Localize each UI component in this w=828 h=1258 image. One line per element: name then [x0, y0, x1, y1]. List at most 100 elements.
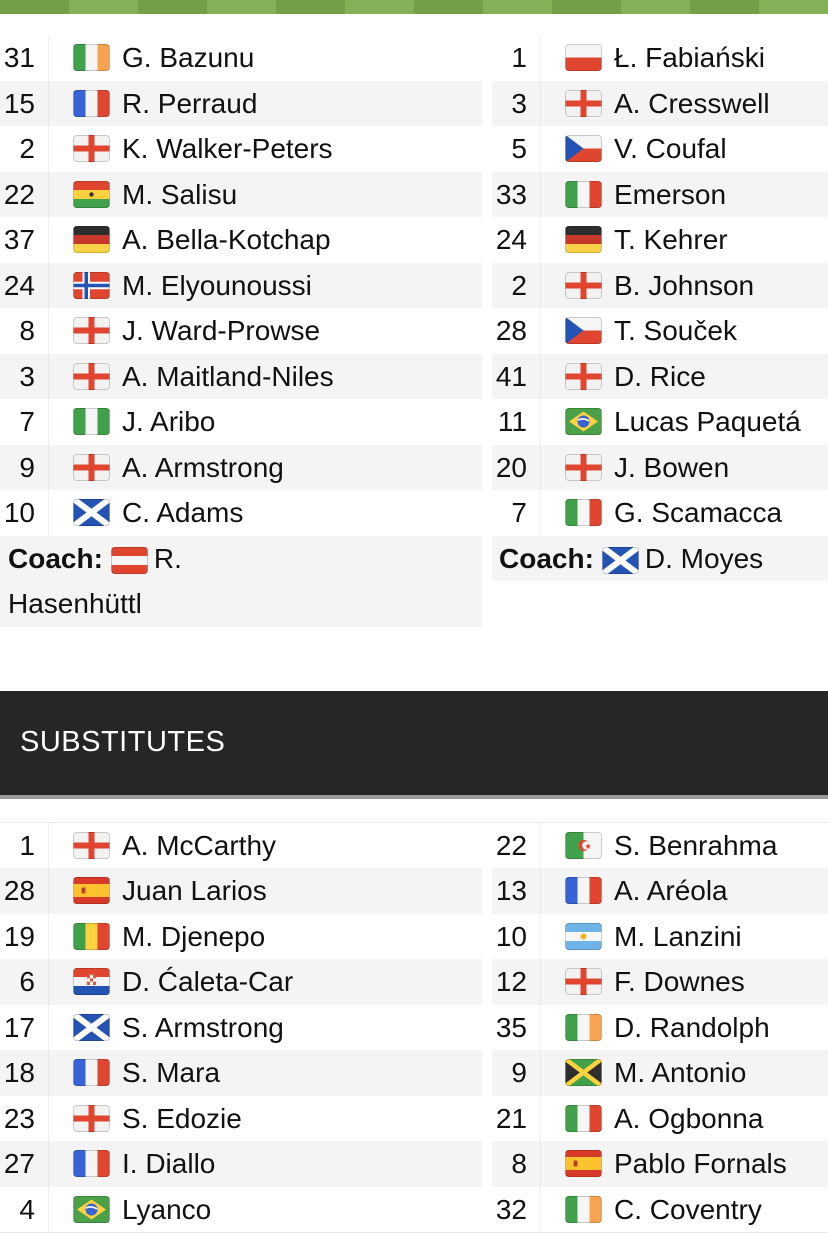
flag-austria-icon [111, 546, 148, 574]
player-row[interactable]: 33 Emerson [492, 171, 828, 217]
player-row[interactable]: 1 Ł. Fabiański [492, 35, 828, 81]
player-row[interactable]: 4 Lyanco [0, 1186, 482, 1232]
flag-germany-icon [73, 226, 110, 254]
coach-name: D. Moyes [644, 542, 764, 574]
shirt-number: 10 [0, 490, 49, 536]
player-row[interactable]: 9 M. Antonio [492, 1050, 828, 1096]
flag-brazil-icon [565, 408, 602, 436]
flag-england-icon [73, 362, 110, 390]
coach-row[interactable]: Coach: D. Moyes [492, 535, 828, 581]
player-row[interactable]: 2 K. Walker-Peters [0, 126, 482, 172]
player-name: S. Benrahma [614, 829, 778, 861]
starting-lineups-section: 31 G. Bazunu 15 R. Perraud 2 K. Walker-Peters… [0, 35, 828, 627]
home-subs-column: 1 A. McCarthy 28 Juan Larios 19 M. Djenepo 6 D.… [0, 822, 482, 1233]
player-row[interactable]: 31 G. Bazunu [0, 35, 482, 81]
player-row[interactable]: 11 Lucas Paquetá [492, 399, 828, 445]
player-row[interactable]: 18 S. Mara [0, 1050, 482, 1096]
player-name: I. Diallo [122, 1148, 216, 1179]
coach-label: Coach: [499, 542, 594, 574]
player-name: D. Ćaleta-Car [122, 966, 294, 997]
player-row[interactable]: 3 A. Cresswell [492, 80, 828, 126]
player-name: A. Maitland-Niles [122, 360, 334, 392]
player-row[interactable]: 41 D. Rice [492, 353, 828, 399]
player-row[interactable]: 19 M. Djenepo [0, 913, 482, 959]
coach-row[interactable]: Coach: R. Hasenhüttl [0, 535, 482, 627]
player-name: S. Edozie [122, 1102, 242, 1134]
shirt-number: 35 [492, 1004, 541, 1050]
player-row[interactable]: 32 C. Coventry [492, 1186, 828, 1232]
player-row[interactable]: 8 Pablo Fornals [492, 1141, 828, 1187]
shirt-number: 5 [492, 126, 541, 172]
flag-scotland-icon [73, 1013, 110, 1041]
player-row[interactable]: 12 F. Downes [492, 959, 828, 1005]
accent-bar-segment [276, 0, 345, 14]
player-name: M. Lanzini [614, 920, 742, 952]
flag-italy-icon [565, 499, 602, 527]
player-row[interactable]: 8 J. Ward-Prowse [0, 308, 482, 354]
player-row[interactable]: 27 I. Diallo [0, 1141, 482, 1187]
player-row[interactable]: 20 J. Bowen [492, 444, 828, 490]
flag-brazil-icon [73, 1195, 110, 1223]
shirt-number: 19 [0, 913, 49, 959]
player-row[interactable]: 7 J. Aribo [0, 399, 482, 445]
shirt-number: 17 [0, 1004, 49, 1050]
shirt-number: 2 [0, 126, 49, 172]
flag-nigeria-icon [73, 408, 110, 436]
player-row[interactable]: 28 Juan Larios [0, 868, 482, 914]
flag-england-icon [565, 271, 602, 299]
shirt-number: 12 [492, 959, 541, 1005]
player-row[interactable]: 22 S. Benrahma [492, 822, 828, 868]
player-row[interactable]: 1 A. McCarthy [0, 822, 482, 868]
player-row[interactable]: 13 A. Aréola [492, 868, 828, 914]
player-row[interactable]: 9 A. Armstrong [0, 444, 482, 490]
player-name: Lucas Paquetá [614, 406, 801, 437]
flag-germany-icon [565, 226, 602, 254]
player-name: C. Adams [122, 497, 244, 528]
shirt-number: 41 [492, 353, 541, 399]
flag-england-icon [73, 135, 110, 163]
player-row[interactable]: 10 M. Lanzini [492, 913, 828, 959]
player-row[interactable]: 24 T. Kehrer [492, 217, 828, 263]
away-lineup-column: 1 Ł. Fabiański 3 A. Cresswell 5 V. Coufal 33 Em… [482, 35, 828, 581]
player-row[interactable]: 24 M. Elyounoussi [0, 262, 482, 308]
player-row[interactable]: 3 A. Maitland-Niles [0, 353, 482, 399]
flag-argentina-icon [565, 922, 602, 950]
accent-bar-segment [621, 0, 690, 14]
player-row[interactable]: 28 T. Souček [492, 308, 828, 354]
player-name: A. Armstrong [122, 451, 284, 483]
flag-england-icon [565, 968, 602, 996]
player-row[interactable]: 17 S. Armstrong [0, 1004, 482, 1050]
player-row[interactable]: 37 A. Bella-Kotchap [0, 217, 482, 263]
player-row[interactable]: 15 R. Perraud [0, 80, 482, 126]
player-row[interactable]: 6 D. Ćaleta-Car [0, 959, 482, 1005]
accent-bar-segment [690, 0, 759, 14]
player-row[interactable]: 23 S. Edozie [0, 1095, 482, 1141]
shirt-number: 2 [492, 262, 541, 308]
player-name: S. Mara [122, 1057, 221, 1088]
player-name: J. Ward-Prowse [122, 315, 321, 346]
player-row[interactable]: 10 C. Adams [0, 490, 482, 536]
shirt-number: 18 [0, 1050, 49, 1096]
flag-ireland-icon [565, 1195, 602, 1223]
shirt-number: 23 [0, 1095, 49, 1141]
player-name: J. Aribo [122, 406, 216, 437]
flag-scotland-icon [601, 546, 639, 574]
shirt-number: 10 [492, 913, 541, 959]
flag-scotland-icon [73, 499, 110, 527]
player-row[interactable]: 5 V. Coufal [492, 126, 828, 172]
player-row[interactable]: 35 D. Randolph [492, 1004, 828, 1050]
shirt-number: 1 [0, 822, 49, 868]
player-name: F. Downes [614, 966, 745, 997]
player-row[interactable]: 7 G. Scamacca [492, 490, 828, 536]
away-subs-column: 22 S. Benrahma 13 A. Aréola 10 M. Lanzini 12 F.… [482, 822, 828, 1233]
shirt-number: 11 [492, 399, 541, 445]
flag-jamaica-icon [565, 1059, 602, 1087]
player-row[interactable]: 2 B. Johnson [492, 262, 828, 308]
player-row[interactable]: 22 M. Salisu [0, 171, 482, 217]
shirt-number: 27 [0, 1141, 49, 1187]
player-row[interactable]: 21 A. Ogbonna [492, 1095, 828, 1141]
player-name: D. Randolph [614, 1011, 770, 1043]
player-name: T. Kehrer [614, 224, 728, 255]
flag-england-icon [73, 831, 110, 859]
